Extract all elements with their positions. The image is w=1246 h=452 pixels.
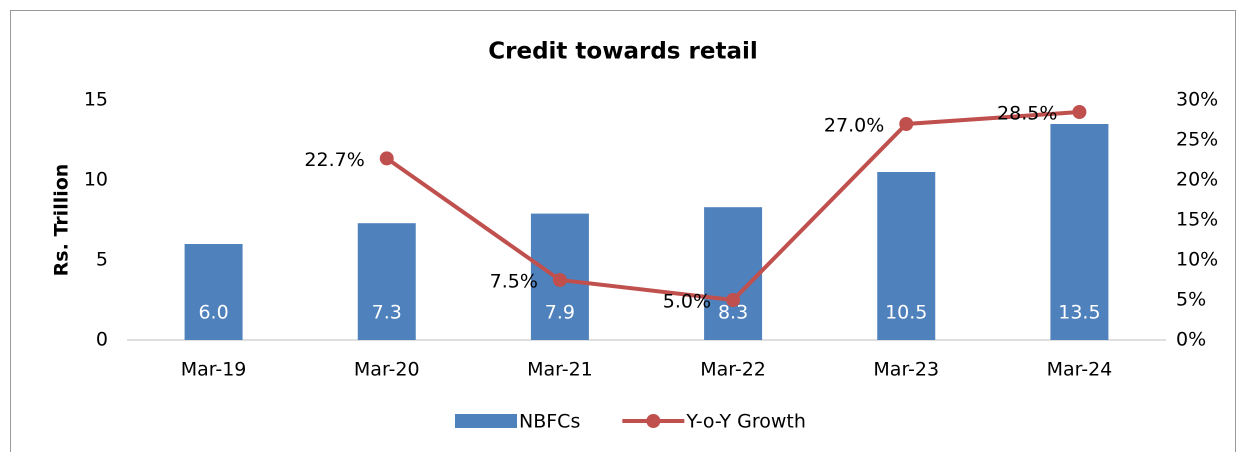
x-tick-label: Mar-23: [873, 359, 939, 381]
y2-tick-label: 0%: [1176, 329, 1206, 351]
y2-tick-label: 5%: [1176, 289, 1206, 311]
y-axis-label: Rs. Trillion: [51, 164, 73, 277]
y-tick-label: 15: [84, 89, 108, 111]
bar-value-label: 8.3: [718, 302, 748, 324]
line-value-label: 22.7%: [304, 149, 364, 171]
y-tick-label: 10: [84, 169, 108, 191]
legend-swatch: [455, 414, 517, 428]
bar-value-label: 10.5: [885, 302, 927, 324]
bar: [184, 244, 243, 340]
line-value-label: 27.0%: [824, 115, 884, 137]
x-tick-label: Mar-22: [700, 359, 766, 381]
line-marker: [379, 151, 394, 166]
bar: [1050, 124, 1109, 340]
y2-tick-label: 15%: [1176, 209, 1218, 231]
y2-tick-label: 10%: [1176, 249, 1218, 271]
line-marker: [726, 293, 741, 307]
bar: [704, 207, 763, 340]
chart-title: Credit towards retail: [488, 39, 757, 65]
line-marker: [1072, 105, 1087, 119]
line-value-label: 7.5%: [490, 271, 538, 293]
bar-value-label: 7.3: [372, 302, 402, 324]
legend-label: NBFCs: [519, 411, 580, 433]
y-tick-label: 0: [96, 329, 108, 351]
y2-tick-label: 20%: [1176, 169, 1218, 191]
line-value-label: 28.5%: [997, 103, 1057, 125]
bar-value-label: 13.5: [1058, 302, 1100, 324]
bar: [877, 172, 936, 340]
line-marker: [552, 273, 567, 287]
legend-label: Y-o-Y Growth: [685, 411, 806, 433]
x-tick-label: Mar-21: [527, 359, 593, 381]
x-tick-label: Mar-24: [1047, 359, 1113, 381]
x-tick-label: Mar-19: [181, 359, 247, 381]
bar-value-label: 7.9: [545, 302, 575, 324]
x-tick-label: Mar-20: [354, 359, 420, 381]
y-tick-label: 5: [96, 249, 108, 271]
y2-tick-label: 25%: [1176, 129, 1218, 151]
bar-value-label: 6.0: [198, 302, 228, 324]
line-marker: [899, 117, 914, 131]
legend-marker: [646, 414, 661, 428]
y2-tick-label: 30%: [1176, 89, 1218, 111]
line-value-label: 5.0%: [663, 291, 711, 313]
bar: [357, 223, 416, 340]
chart-border: [10, 10, 1236, 452]
